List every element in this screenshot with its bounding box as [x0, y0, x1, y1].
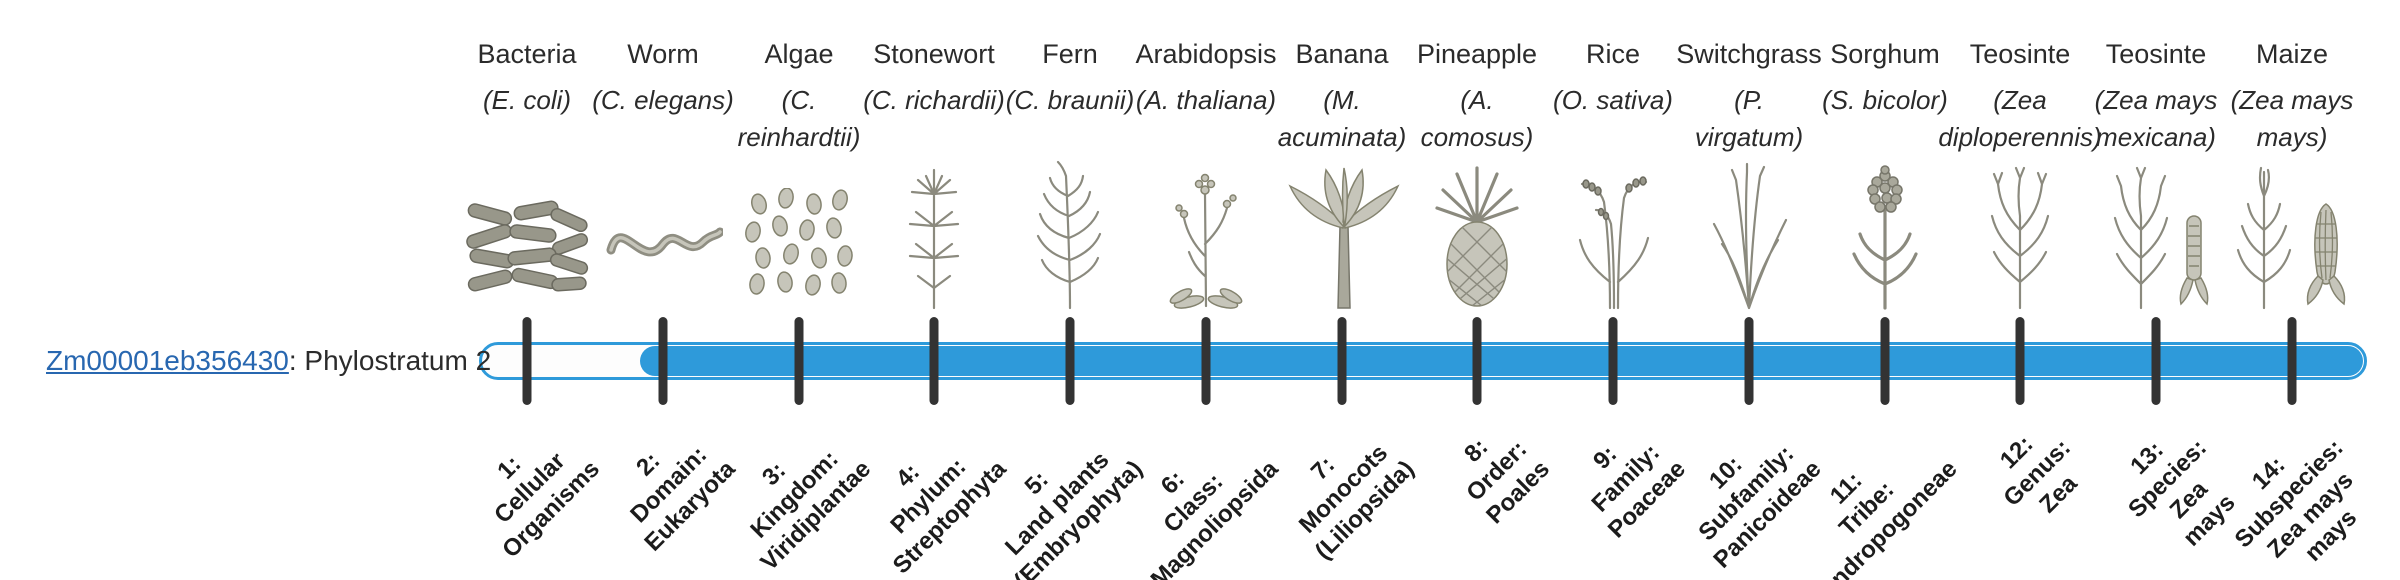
sorghum-icon — [1852, 165, 1918, 310]
switchgrass-icon — [1712, 163, 1788, 310]
organism-scientific-name: (C. reinhardtii) — [737, 85, 861, 152]
organism-scientific-name: (E. coli) — [482, 85, 572, 116]
phylostrata-bar — [479, 342, 2367, 380]
axis-tick-12 — [2015, 317, 2025, 405]
organism-scientific-name: (C. richardii) — [863, 85, 1005, 116]
organism-illustration — [711, 158, 887, 310]
axis-tick-3 — [794, 317, 804, 405]
organism-scientific-name: (S. bicolor) — [1822, 85, 1948, 116]
axis-tick-5 — [1065, 317, 1075, 405]
organism-illustration — [1389, 158, 1565, 310]
organism-common-name: Sorghum — [1830, 39, 1940, 69]
organism-illustration — [846, 158, 1022, 310]
organism-illustration — [1797, 158, 1973, 310]
organism-illustration — [1932, 158, 2108, 310]
gene-label: Zm00001eb356430: Phylostratum 2 — [46, 345, 491, 377]
axis-tick-11 — [1880, 317, 1890, 405]
axis-tick-10 — [1744, 317, 1754, 405]
rice-icon — [1578, 176, 1650, 310]
organism-scientific-name: (Zea diploperennis) — [1938, 85, 2102, 152]
organism-common-name: Algae — [764, 39, 834, 69]
pineapple-icon — [1435, 166, 1519, 308]
stonewort-icon — [908, 169, 960, 310]
axis-tick-13 — [2151, 317, 2161, 405]
teosinte-ear-icon — [2113, 167, 2209, 310]
organism-column-bacteria: Bacteria (E. coli) — [439, 38, 615, 310]
organism-column-pineapple: Pineapple (A. comosus) — [1389, 38, 1565, 310]
axis-tick-8 — [1472, 317, 1482, 405]
organism-column-teosinte-diploperennis: Teosinte (Zea diploperennis) — [1932, 38, 2108, 310]
organism-column-maize: Maize (Zea mays mays) — [2204, 38, 2380, 310]
organism-common-name: Arabidopsis — [1135, 39, 1277, 69]
organism-scientific-name: (Zea mays mexicana) — [2094, 85, 2218, 152]
banana-tree-icon — [1288, 168, 1400, 310]
organism-illustration — [982, 158, 1158, 310]
organism-scientific-name: (O. sativa) — [1553, 85, 1673, 116]
organism-illustration — [2068, 158, 2244, 310]
organism-illustration — [439, 158, 615, 310]
organism-column-algae: Algae (C. reinhardtii) — [711, 38, 887, 310]
organism-column-rice: Rice (O. sativa) — [1525, 38, 1701, 310]
phylostrata-bar-fill — [640, 346, 2363, 376]
organism-scientific-name: (C. braunii) — [1005, 85, 1135, 116]
organism-common-name: Fern — [1042, 39, 1098, 69]
organism-common-name: Worm — [627, 39, 699, 69]
organism-illustration — [575, 158, 751, 310]
organism-column-fern: Fern (C. braunii) — [982, 38, 1158, 310]
organism-common-name: Rice — [1585, 39, 1640, 69]
organism-scientific-name: (M. acuminata) — [1277, 85, 1407, 152]
maize-icon — [2236, 167, 2346, 310]
organism-illustration — [1525, 158, 1701, 310]
organism-column-switchgrass: Switchgrass (P. virgatum) — [1661, 38, 1837, 310]
organism-common-name: Banana — [1295, 39, 1389, 69]
algae-icon — [745, 188, 853, 297]
organism-common-name: Pineapple — [1416, 39, 1538, 69]
organism-common-name: Teosinte — [1969, 39, 2071, 69]
teosinte-plant-icon — [1990, 167, 2050, 310]
arabidopsis-icon — [1169, 174, 1243, 310]
organism-scientific-name: (A. thaliana) — [1135, 85, 1277, 116]
axis-tick-14 — [2287, 317, 2297, 405]
axis-tick-2 — [658, 317, 668, 405]
organism-common-name: Stonewort — [873, 39, 995, 69]
organism-scientific-name: (A. comosus) — [1420, 85, 1534, 152]
organism-illustration — [2204, 158, 2380, 310]
axis-tick-7 — [1337, 317, 1347, 405]
organism-illustration — [1661, 158, 1837, 310]
gene-phylostratum-text: : Phylostratum 2 — [288, 345, 492, 376]
organism-common-name: Bacteria — [477, 39, 577, 69]
organism-illustration — [1118, 158, 1294, 310]
axis-tick-4 — [929, 317, 939, 405]
organism-common-name: Maize — [2255, 39, 2329, 69]
worm-icon — [606, 227, 723, 257]
axis-tick-1 — [522, 317, 532, 405]
organism-scientific-name: (C. elegans) — [592, 85, 734, 116]
organism-scientific-name: (Zea mays mays) — [2230, 85, 2354, 152]
organism-column-teosinte-mexicana: Teosinte (Zea mays mexicana) — [2068, 38, 2244, 310]
organism-common-name: Teosinte — [2105, 39, 2207, 69]
organism-column-stonewort: Stonewort (C. richardii) — [846, 38, 1022, 310]
bacteria-icon — [466, 200, 589, 292]
organism-column-banana: Banana (M. acuminata) — [1254, 38, 1430, 310]
organism-column-sorghum: Sorghum (S. bicolor) — [1797, 38, 1973, 310]
organism-illustration — [1254, 158, 1430, 310]
axis-tick-9 — [1608, 317, 1618, 405]
organism-scientific-name: (P. virgatum) — [1694, 85, 1804, 152]
organism-column-worm: Worm (C. elegans) — [575, 38, 751, 310]
organism-common-name: Switchgrass — [1676, 39, 1822, 69]
gene-id-link[interactable]: Zm00001eb356430 — [46, 345, 289, 376]
fern-icon — [1036, 161, 1102, 310]
organism-column-arabidopsis: Arabidopsis (A. thaliana) — [1118, 38, 1294, 310]
axis-tick-6 — [1201, 317, 1211, 405]
